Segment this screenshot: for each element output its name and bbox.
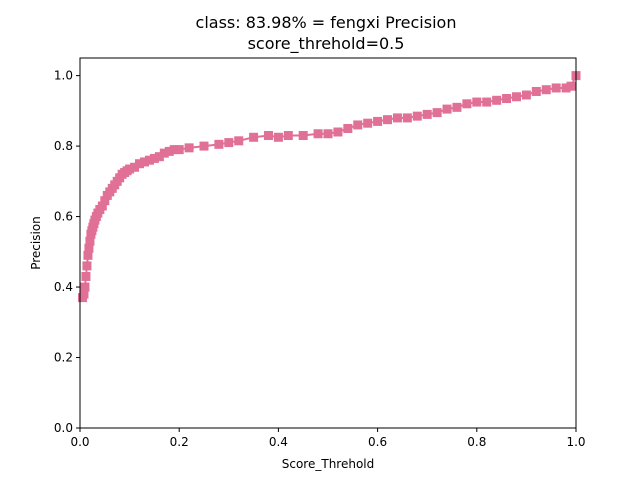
data-point <box>83 250 93 260</box>
data-point <box>561 83 571 93</box>
y-axis-label: Precision <box>29 216 43 270</box>
data-point <box>224 138 234 148</box>
y-tick-label: 0.4 <box>54 280 73 294</box>
data-point <box>313 129 323 139</box>
data-point <box>333 127 343 137</box>
data-point <box>159 148 169 158</box>
data-point <box>263 131 273 141</box>
x-axis-ticks: 0.0 0.2 0.4 0.6 0.8 1.0 <box>70 428 586 449</box>
data-point <box>82 261 92 271</box>
x-tick-label: 0.0 <box>70 435 89 449</box>
data-point <box>234 136 244 146</box>
x-tick-label: 0.2 <box>170 435 189 449</box>
data-point <box>154 152 164 162</box>
chart-title-line2: score_threhold=0.5 <box>248 34 405 54</box>
y-axis-ticks: 0.0 0.2 0.4 0.6 0.8 1.0 <box>54 69 80 435</box>
y-tick-label: 0.0 <box>54 421 73 435</box>
data-point <box>383 115 393 125</box>
data-point <box>343 123 353 133</box>
x-tick-label: 0.4 <box>269 435 288 449</box>
data-point <box>80 282 90 292</box>
y-tick-label: 1.0 <box>54 69 73 83</box>
data-point <box>100 196 110 206</box>
data-point <box>373 116 383 126</box>
data-point <box>462 99 472 109</box>
data-point <box>392 113 402 123</box>
axes-frame <box>79 57 577 429</box>
data-point <box>442 104 452 114</box>
x-tick-label: 1.0 <box>566 435 585 449</box>
data-point <box>249 132 259 142</box>
data-point <box>502 94 512 104</box>
data-point <box>323 129 333 139</box>
data-point <box>85 236 95 246</box>
data-point <box>521 90 531 100</box>
data-point <box>144 155 154 165</box>
data-point <box>566 81 576 91</box>
data-point <box>139 157 149 167</box>
data-point <box>422 109 432 119</box>
data-point <box>472 97 482 107</box>
data-point <box>149 153 159 163</box>
x-tick-label: 0.6 <box>368 435 387 449</box>
data-point <box>531 86 541 96</box>
data-point <box>164 146 174 156</box>
y-tick-label: 0.6 <box>54 210 73 224</box>
data-point <box>130 162 140 172</box>
y-tick-label: 0.2 <box>54 351 73 365</box>
data-point <box>125 164 135 174</box>
data-point <box>541 85 551 95</box>
data-point <box>511 92 521 102</box>
data-point <box>79 289 89 299</box>
x-tick-label: 0.8 <box>467 435 486 449</box>
data-point <box>174 145 184 155</box>
x-axis-label: Score_Threhold <box>282 457 375 471</box>
data-point <box>135 159 145 169</box>
data-point <box>492 95 502 105</box>
data-point <box>273 132 283 142</box>
data-point <box>482 97 492 107</box>
data-point <box>84 243 94 253</box>
data-point <box>81 271 91 281</box>
y-tick-label: 0.8 <box>54 139 73 153</box>
plot-area <box>77 71 581 303</box>
data-point <box>169 145 179 155</box>
data-point <box>452 102 462 112</box>
data-point <box>551 83 561 93</box>
data-point <box>184 143 194 153</box>
data-point <box>199 141 209 151</box>
data-point <box>363 118 373 128</box>
data-point <box>353 120 363 130</box>
data-point <box>432 108 442 118</box>
data-point <box>412 111 422 121</box>
data-point <box>402 113 412 123</box>
data-point <box>283 131 293 141</box>
chart-title-line1: class: 83.98% = fengxi Precision <box>196 13 457 32</box>
data-point <box>214 139 224 149</box>
data-point <box>298 131 308 141</box>
data-point <box>97 201 107 211</box>
